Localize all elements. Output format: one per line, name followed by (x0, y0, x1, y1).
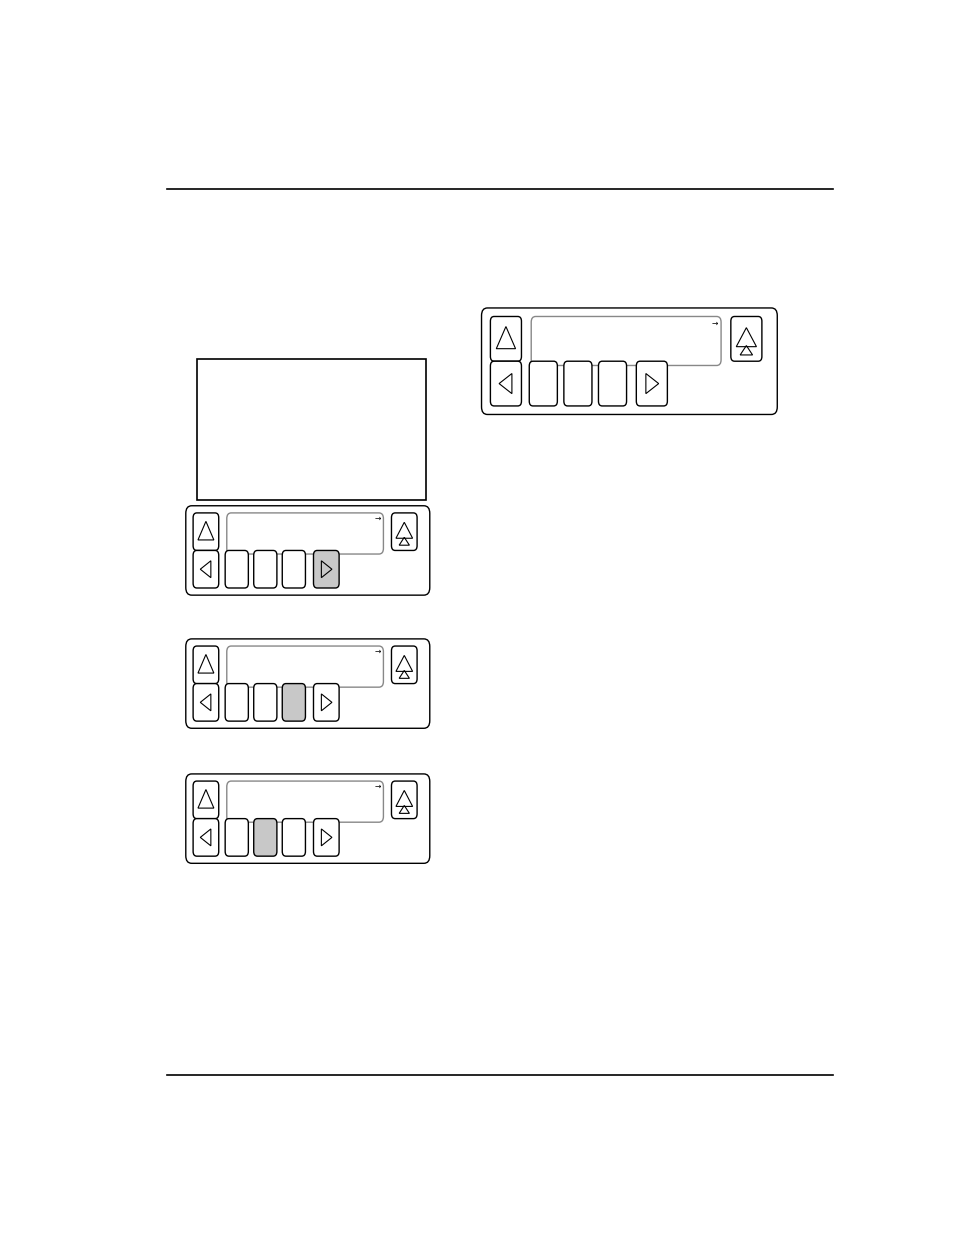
FancyBboxPatch shape (186, 638, 429, 729)
Text: →: → (375, 647, 380, 656)
FancyBboxPatch shape (282, 551, 305, 588)
FancyBboxPatch shape (598, 361, 626, 406)
Text: →: → (711, 319, 718, 327)
FancyBboxPatch shape (253, 819, 276, 856)
FancyBboxPatch shape (193, 513, 218, 551)
FancyBboxPatch shape (186, 774, 429, 863)
FancyBboxPatch shape (391, 646, 416, 684)
FancyBboxPatch shape (314, 684, 338, 721)
FancyBboxPatch shape (253, 684, 276, 721)
FancyBboxPatch shape (193, 551, 218, 588)
FancyBboxPatch shape (730, 316, 761, 361)
FancyBboxPatch shape (391, 781, 416, 819)
FancyBboxPatch shape (282, 819, 305, 856)
FancyBboxPatch shape (253, 551, 276, 588)
FancyBboxPatch shape (193, 684, 218, 721)
FancyBboxPatch shape (227, 513, 383, 555)
FancyBboxPatch shape (186, 506, 429, 595)
FancyBboxPatch shape (490, 316, 521, 361)
FancyBboxPatch shape (193, 646, 218, 684)
FancyBboxPatch shape (636, 361, 667, 406)
Text: →: → (375, 514, 380, 524)
FancyBboxPatch shape (490, 361, 521, 406)
FancyBboxPatch shape (196, 359, 426, 500)
FancyBboxPatch shape (563, 361, 592, 406)
FancyBboxPatch shape (227, 781, 383, 823)
Text: ▷: ▷ (390, 517, 397, 527)
FancyBboxPatch shape (529, 361, 557, 406)
FancyBboxPatch shape (314, 551, 338, 588)
FancyBboxPatch shape (314, 819, 338, 856)
FancyBboxPatch shape (531, 316, 720, 366)
FancyBboxPatch shape (193, 781, 218, 819)
FancyBboxPatch shape (227, 646, 383, 687)
FancyBboxPatch shape (225, 819, 248, 856)
Text: →: → (375, 782, 380, 792)
FancyBboxPatch shape (193, 819, 218, 856)
FancyBboxPatch shape (225, 551, 248, 588)
FancyBboxPatch shape (391, 513, 416, 551)
FancyBboxPatch shape (225, 684, 248, 721)
FancyBboxPatch shape (282, 684, 305, 721)
FancyBboxPatch shape (481, 308, 777, 415)
